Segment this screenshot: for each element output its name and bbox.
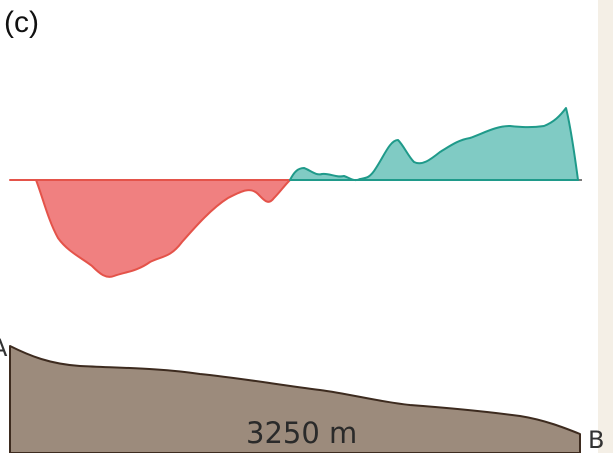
background-strip <box>598 0 613 453</box>
positive-anomaly-area <box>289 107 579 182</box>
end-point-label: B <box>588 426 605 454</box>
distance-label: 3250 m <box>246 416 358 450</box>
start-point-label: A <box>0 336 7 360</box>
panel-label: (c) <box>4 6 39 39</box>
negative-anomaly-area <box>9 179 291 278</box>
terrain-profile <box>9 345 581 453</box>
